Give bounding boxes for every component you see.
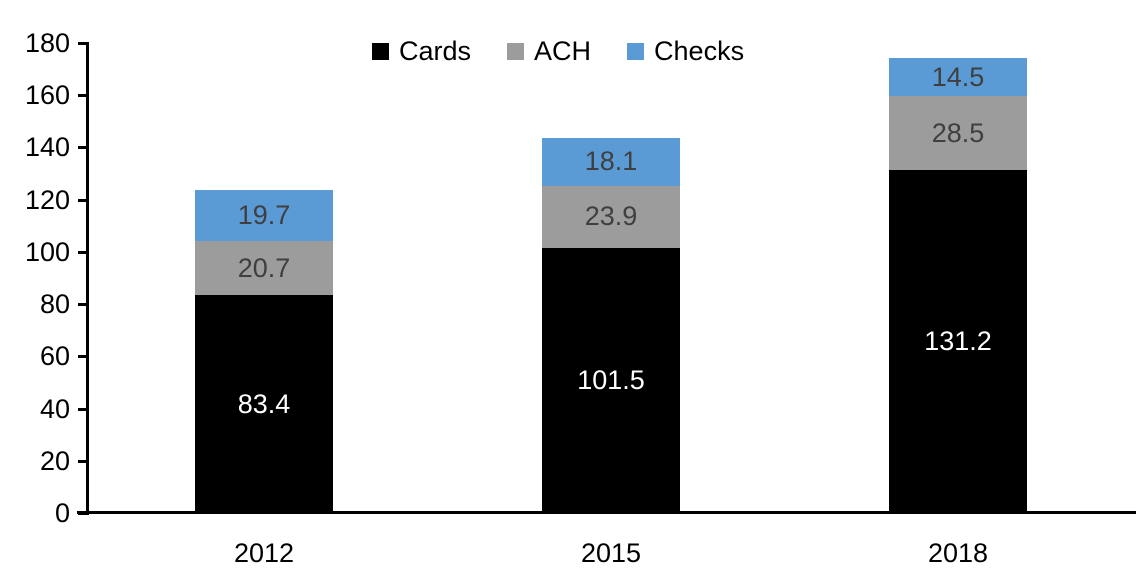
segment-value-label: 14.5: [931, 61, 985, 92]
x-axis-label-2015: 2015: [580, 538, 642, 568]
x-axis-label-2012: 2012: [233, 538, 295, 568]
segment-cards-2018: 131.2: [889, 170, 1027, 513]
segment-ach-2018: 28.5: [889, 96, 1027, 171]
legend-marker-icon: [372, 43, 389, 60]
y-tick-mark: [78, 250, 89, 254]
bar-2018: 131.2 28.5 14.5: [889, 58, 1027, 513]
segment-checks-2012: 19.7: [195, 189, 333, 242]
legend-item-checks: Checks: [627, 36, 744, 67]
legend-marker-icon: [507, 43, 525, 60]
y-tick-label: 60: [39, 341, 70, 372]
segment-value-label: 20.7: [237, 252, 291, 283]
legend: Cards ACH Checks: [372, 36, 744, 67]
y-tick-mark: [78, 42, 89, 45]
y-tick-label: 100: [24, 236, 70, 267]
y-tick-label: 20: [39, 445, 70, 476]
segment-cards-2012: 83.4: [195, 295, 333, 513]
y-axis-line: [86, 43, 89, 514]
y-tick-mark: [78, 198, 89, 202]
y-tick-label: 140: [24, 132, 70, 163]
legend-label: Checks: [654, 36, 745, 66]
segment-value-label: 131.2: [924, 326, 992, 357]
legend-marker-icon: [627, 43, 645, 60]
segment-ach-2015: 23.9: [542, 185, 680, 248]
bar-2015: 101.5 23.9 18.1: [542, 138, 680, 513]
y-tick-mark: [78, 303, 89, 307]
legend-label: ACH: [534, 36, 592, 66]
segment-value-label: 23.9: [584, 201, 638, 232]
segment-cards-2015: 101.5: [542, 247, 680, 513]
y-tick-label: 120: [24, 184, 70, 215]
y-tick-label: 40: [39, 393, 70, 424]
y-tick-mark: [78, 146, 89, 150]
bar-2012: 83.4 20.7 19.7: [195, 189, 333, 513]
y-tick-label: 180: [24, 28, 70, 58]
y-tick-mark: [78, 459, 89, 463]
legend-item-ach: ACH: [507, 36, 591, 67]
y-tick-mark: [78, 94, 89, 98]
segment-value-label: 101.5: [577, 364, 645, 395]
x-axis-label-2018: 2018: [927, 538, 989, 568]
y-tick-label: 0: [54, 498, 70, 528]
y-tick-mark: [78, 355, 89, 359]
segment-value-label: 28.5: [931, 117, 985, 148]
legend-item-cards: Cards: [372, 36, 471, 67]
y-tick-mark: [78, 512, 89, 515]
y-tick-label: 80: [39, 289, 70, 320]
y-tick-mark: [78, 407, 89, 411]
y-tick-label: 160: [24, 80, 70, 111]
segment-checks-2015: 18.1: [542, 138, 680, 186]
segment-checks-2018: 14.5: [889, 58, 1027, 97]
segment-value-label: 19.7: [237, 199, 291, 230]
segment-value-label: 18.1: [584, 146, 638, 177]
segment-value-label: 83.4: [237, 388, 291, 419]
segment-ach-2012: 20.7: [195, 241, 333, 296]
legend-label: Cards: [399, 36, 472, 66]
